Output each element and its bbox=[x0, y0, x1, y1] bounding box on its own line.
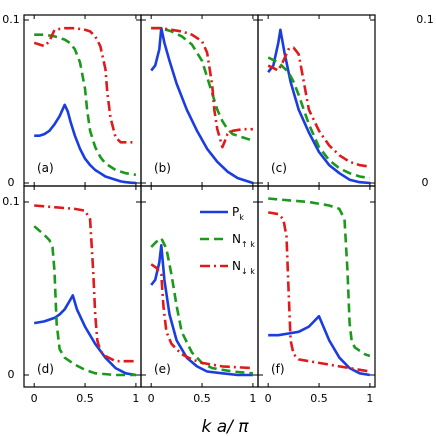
series-line-n-down bbox=[267, 46, 371, 168]
legend-label: Pk bbox=[232, 205, 244, 222]
series-line-n-down bbox=[150, 263, 253, 370]
series-line-n-down bbox=[34, 204, 136, 363]
x-axis-label: k a/ π bbox=[201, 417, 249, 436]
panel-label: (a) bbox=[37, 161, 54, 175]
panel-label: (c) bbox=[271, 161, 287, 175]
panel-1: (a) bbox=[23, 14, 142, 187]
x-tick-label: 0 bbox=[31, 392, 38, 405]
x-tick-label: 1 bbox=[249, 392, 256, 405]
series-line-p-k bbox=[268, 314, 371, 377]
series-line-p-k bbox=[150, 244, 253, 377]
series-line-p-k bbox=[150, 26, 254, 185]
series-line-n-down bbox=[151, 26, 253, 149]
series-line-n-up bbox=[268, 197, 371, 358]
series-line-n-up bbox=[267, 56, 371, 180]
panel-6: (f) bbox=[257, 185, 376, 388]
y-tick-label: 0.1 bbox=[2, 13, 20, 26]
panel-frame bbox=[257, 185, 376, 388]
y-tick-label: 0 bbox=[8, 368, 15, 381]
x-tick-label: 1 bbox=[366, 392, 373, 405]
panel-label: (e) bbox=[154, 362, 171, 376]
x-tick-label: 0 bbox=[265, 392, 272, 405]
y-tick-label: 0 bbox=[8, 176, 15, 189]
legend-label: N↑ k bbox=[232, 232, 255, 249]
panel-label: (d) bbox=[37, 362, 54, 376]
legend-label: N↓ k bbox=[232, 259, 255, 276]
y-tick-label: 0.1 bbox=[2, 195, 20, 208]
series-line-n-up bbox=[34, 33, 137, 177]
x-tick-label: 0.5 bbox=[310, 392, 328, 405]
panel-label: (f) bbox=[271, 362, 285, 376]
legend-label-subscript: k bbox=[239, 213, 244, 222]
series-line-p-k bbox=[267, 28, 371, 185]
legend-entry: N↑ k bbox=[200, 232, 255, 249]
panel-label: (b) bbox=[154, 161, 171, 175]
y-tick-label-right: 0.1 bbox=[416, 13, 434, 26]
panel-3: (c) bbox=[257, 14, 376, 187]
series-line-n-up bbox=[33, 225, 136, 377]
legend-label-subscript: ↓ k bbox=[241, 267, 255, 276]
series-line-n-down bbox=[33, 26, 136, 144]
panel-2: (b) bbox=[140, 14, 259, 187]
x-tick-label: 0.5 bbox=[76, 392, 94, 405]
series-line-p-k bbox=[34, 103, 136, 185]
legend-entry: N↓ k bbox=[200, 259, 255, 276]
y-tick-label-right: 0 bbox=[422, 176, 429, 189]
panels: (a) (b) (c)(d) (e) (f)0.100.100.100 0.5 1 0 0.5 1… bbox=[2, 13, 434, 405]
series-line-n-down bbox=[267, 211, 371, 373]
series-line-n-up bbox=[151, 26, 254, 142]
legend: Pk N↑ k N↓ k bbox=[200, 205, 255, 276]
panel-frame bbox=[23, 185, 142, 388]
x-tick-label: 1 bbox=[132, 392, 139, 405]
legend-label-subscript: ↑ k bbox=[241, 240, 255, 249]
x-tick-label: 0 bbox=[148, 392, 155, 405]
x-tick-label: 0.5 bbox=[193, 392, 211, 405]
legend-entry: Pk bbox=[200, 205, 244, 222]
panel-4: (d) bbox=[23, 185, 142, 388]
series-line-n-up bbox=[150, 237, 254, 375]
